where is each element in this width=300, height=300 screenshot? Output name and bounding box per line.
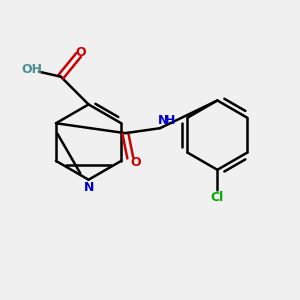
- Text: N: N: [158, 114, 168, 127]
- Text: O: O: [75, 46, 86, 59]
- Text: N: N: [83, 181, 94, 194]
- Text: O: O: [130, 156, 140, 170]
- Text: H: H: [165, 114, 175, 127]
- Text: Cl: Cl: [211, 191, 224, 204]
- Text: OH: OH: [22, 63, 43, 76]
